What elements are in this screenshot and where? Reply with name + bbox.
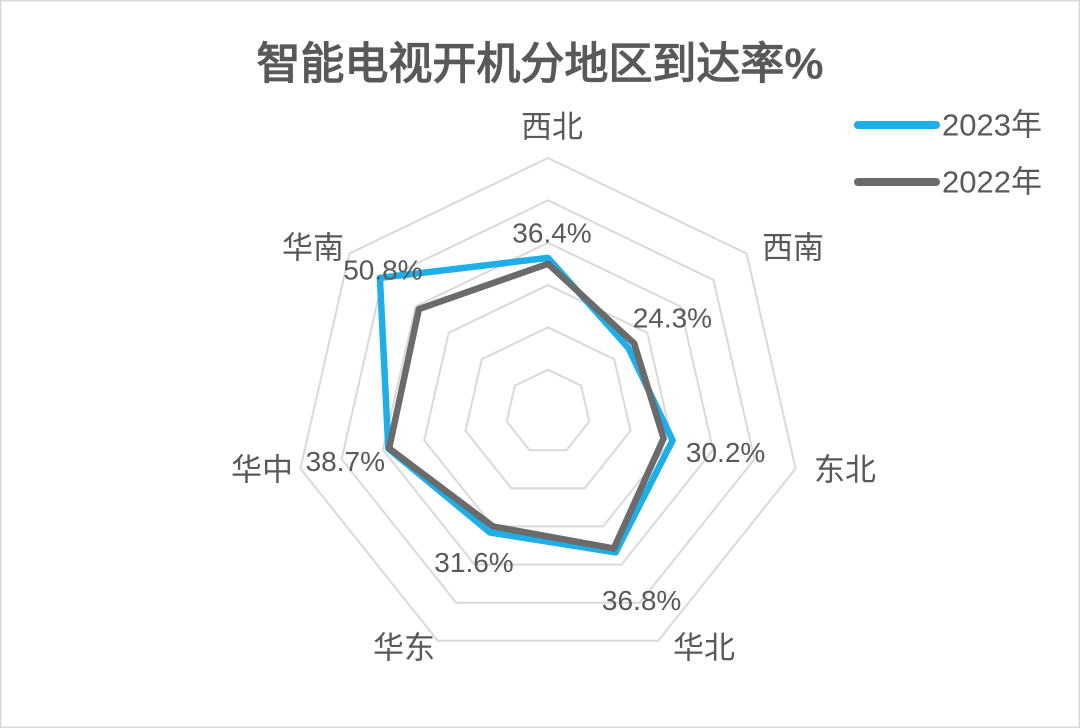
data-label: 30.2% xyxy=(686,437,765,468)
data-point-2022 xyxy=(489,523,496,530)
series-2022 xyxy=(385,260,667,552)
data-point-2022 xyxy=(545,260,551,267)
grid-ring xyxy=(505,368,591,452)
data-point-2022 xyxy=(660,435,667,442)
data-labels: 36.4% 24.3% 30.2% 36.8% 31.6% 38.7% 50.8% xyxy=(306,217,766,616)
data-label: 50.8% xyxy=(343,254,422,285)
axis-label: 华北 xyxy=(673,631,735,666)
legend-label-2023: 2023年 xyxy=(942,108,1042,143)
series-lines xyxy=(376,254,676,556)
data-point-2023 xyxy=(669,437,676,444)
grid-ring xyxy=(423,283,673,528)
legend-item-2023: 2023年 xyxy=(854,108,1042,143)
data-point-2023 xyxy=(487,529,493,536)
axis-label: 西南 xyxy=(762,231,824,266)
data-point-2022 xyxy=(386,445,393,452)
grid-rings xyxy=(299,156,797,642)
axis-label: 华南 xyxy=(282,231,344,266)
data-point-2022 xyxy=(415,306,422,313)
data-point-2022 xyxy=(610,545,617,552)
data-point-2023 xyxy=(376,274,383,281)
data-label: 24.3% xyxy=(633,302,712,333)
data-label: 36.8% xyxy=(602,585,681,616)
series-2023-line xyxy=(376,254,676,556)
grid-ring xyxy=(464,326,632,490)
legend: 2023年 2022年 xyxy=(854,108,1042,200)
axis-label: 华中 xyxy=(231,453,293,488)
axis-label: 西北 xyxy=(521,110,583,145)
legend-label-2022: 2022年 xyxy=(942,165,1042,200)
data-label: 31.6% xyxy=(434,547,513,578)
data-label: 38.7% xyxy=(306,446,385,477)
chart-title: 智能电视开机分地区到达率% xyxy=(256,40,823,89)
series-2022-line xyxy=(385,260,667,552)
axis-label: 东北 xyxy=(814,453,876,488)
data-point-2023 xyxy=(625,344,632,351)
series-2023 xyxy=(376,254,676,556)
data-point-2023 xyxy=(545,254,551,261)
grid-ring xyxy=(381,241,715,566)
grid-ring xyxy=(299,156,797,642)
legend-item-2022: 2022年 xyxy=(854,165,1042,200)
data-label: 36.4% xyxy=(512,217,591,248)
data-point-2022 xyxy=(631,340,638,347)
grid-ring xyxy=(340,199,756,604)
axis-label: 华东 xyxy=(373,631,435,666)
